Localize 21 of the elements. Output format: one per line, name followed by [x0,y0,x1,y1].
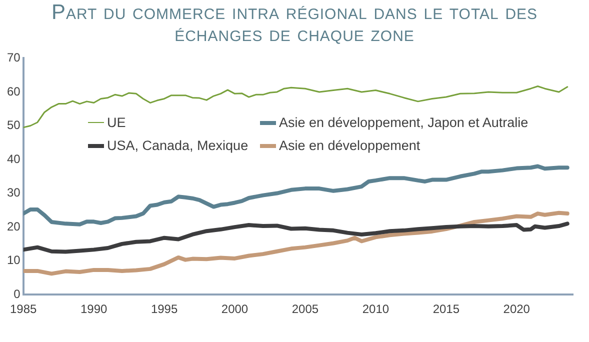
chart-title: Part du commerce intra régional dans le total des échanges de chaque zone [50,1,539,46]
y-tick-label: 70 [6,50,21,65]
y-tick-label: 40 [6,152,21,166]
x-tick-label: 1995 [150,302,178,316]
legend-label: Asie en développement [279,138,420,153]
x-tick-label: 1990 [80,302,108,316]
x-tick-label: 2020 [503,302,530,316]
legend-label: UE [107,115,126,130]
y-tick-label: 60 [6,84,21,98]
x-tick-label: 2005 [292,302,319,316]
legend-label: Asie en développement, Japon et Autralie [279,115,528,130]
x-tick-label: 2010 [362,302,390,316]
legend-label: USA, Canada, Mexique [107,138,248,153]
x-tick-label: 1985 [10,302,38,316]
y-tick-label: 30 [6,186,21,200]
x-tick-label: 2015 [432,302,460,316]
y-tick-label: 10 [6,253,21,268]
x-tick-label: 2000 [221,302,248,316]
y-tick-label: 0 [14,286,21,301]
y-tick-label: 20 [6,219,21,234]
y-tick-label: 50 [6,118,21,132]
